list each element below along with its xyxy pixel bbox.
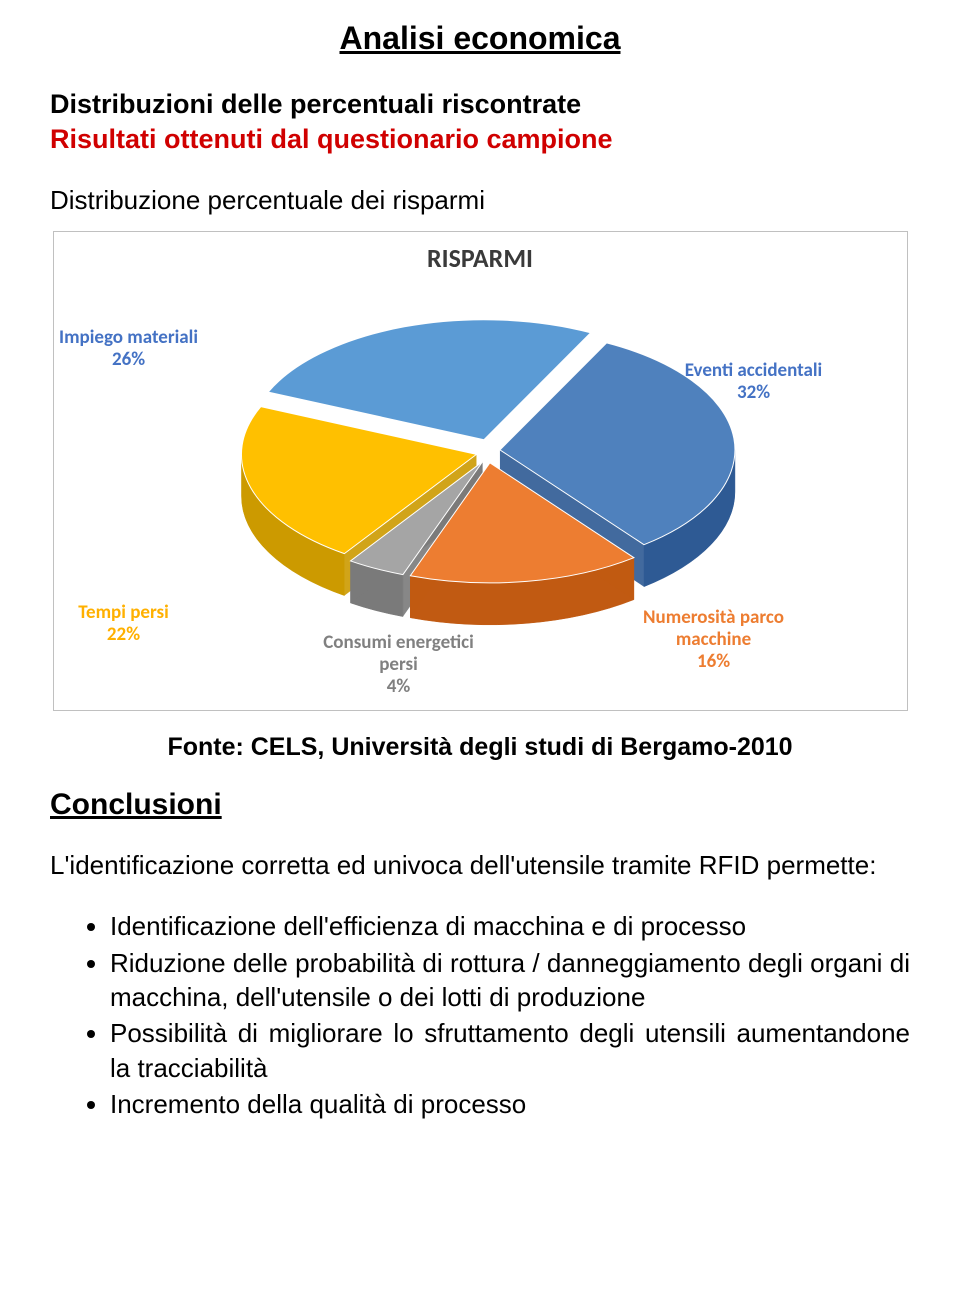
bullet-list: Identificazione dell'efficienza di macch… [50,909,910,1121]
bullet-item: Incremento della qualità di processo [110,1087,910,1121]
slice-label: Impiego materiali26% [59,327,198,371]
subheading: Distribuzione percentuale dei risparmi [50,185,910,216]
slice-label: Eventi accidentali32% [685,360,822,404]
bullet-item: Possibilità di migliorare lo sfruttament… [110,1016,910,1085]
page-title: Analisi economica [50,20,910,57]
heading-line-1: Distribuzioni delle percentuali riscontr… [50,87,910,122]
source-line: Fonte: CELS, Università degli studi di B… [50,733,910,762]
heading-line-2: Risultati ottenuti dal questionario camp… [50,122,910,157]
bullet-item: Identificazione dell'efficienza di macch… [110,909,910,943]
conclusions-heading: Conclusioni [50,788,910,822]
slice-label: Numerosità parcomacchine16% [643,607,784,673]
bullet-item: Riduzione delle probabilità di rottura /… [110,946,910,1015]
pie-graphic [239,317,737,627]
slice-label: Consumi energeticipersi4% [323,632,474,698]
pie-chart: RISPARMI Eventi accidentali32% Numerosità… [53,231,908,711]
slice-label: Tempi persi22% [78,602,168,646]
body-paragraph: L'identificazione corretta ed univoca de… [50,848,910,883]
chart-title: RISPARMI [54,242,907,274]
